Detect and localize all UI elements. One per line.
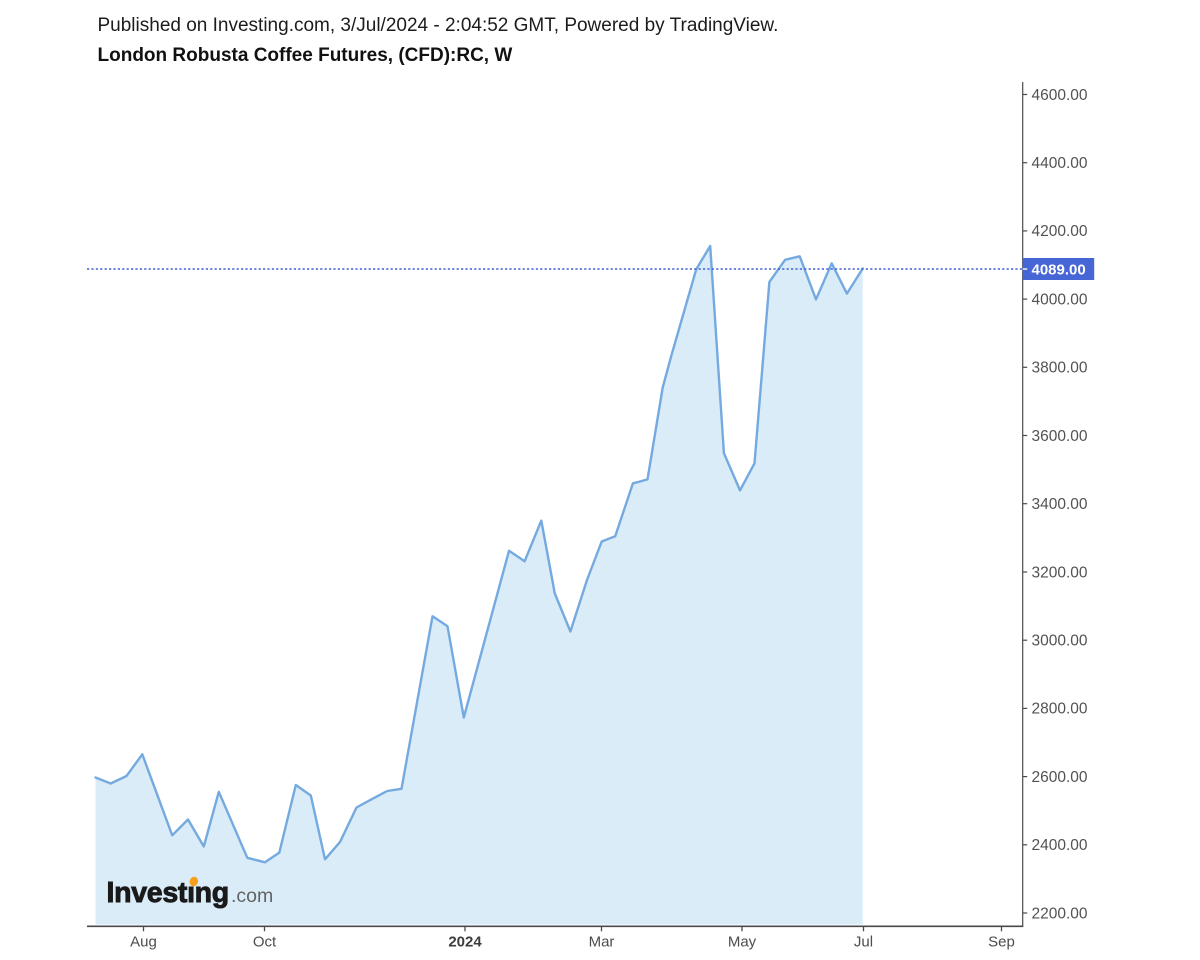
svg-text:2800.00: 2800.00 xyxy=(1032,701,1088,718)
svg-text:Oct: Oct xyxy=(253,934,277,951)
svg-text:Sep: Sep xyxy=(988,934,1015,951)
svg-text:3000.00: 3000.00 xyxy=(1032,633,1088,650)
svg-text:London Robusta Coffee Futures,: London Robusta Coffee Futures, (CFD):RC,… xyxy=(98,45,513,66)
svg-text:4089.00: 4089.00 xyxy=(1032,262,1086,279)
svg-text:Aug: Aug xyxy=(130,934,157,951)
svg-text:4000.00: 4000.00 xyxy=(1032,291,1088,308)
svg-text:Mar: Mar xyxy=(589,934,615,951)
svg-text:3800.00: 3800.00 xyxy=(1032,360,1088,377)
svg-text:4200.00: 4200.00 xyxy=(1032,223,1088,240)
svg-text:3200.00: 3200.00 xyxy=(1032,564,1088,581)
svg-text:3400.00: 3400.00 xyxy=(1032,496,1088,513)
svg-text:.com: .com xyxy=(231,885,273,907)
svg-text:2600.00: 2600.00 xyxy=(1032,769,1088,786)
svg-text:4600.00: 4600.00 xyxy=(1032,87,1088,104)
svg-text:2200.00: 2200.00 xyxy=(1032,905,1088,922)
svg-text:Published on Investing.com, 3/: Published on Investing.com, 3/Jul/2024 -… xyxy=(98,15,779,36)
svg-text:Investıng: Investıng xyxy=(107,877,229,909)
svg-text:May: May xyxy=(728,934,757,951)
svg-text:Jul: Jul xyxy=(854,934,873,951)
svg-text:2400.00: 2400.00 xyxy=(1032,837,1088,854)
svg-text:4400.00: 4400.00 xyxy=(1032,155,1088,172)
svg-text:2024: 2024 xyxy=(448,934,482,951)
svg-text:3600.00: 3600.00 xyxy=(1032,428,1088,445)
